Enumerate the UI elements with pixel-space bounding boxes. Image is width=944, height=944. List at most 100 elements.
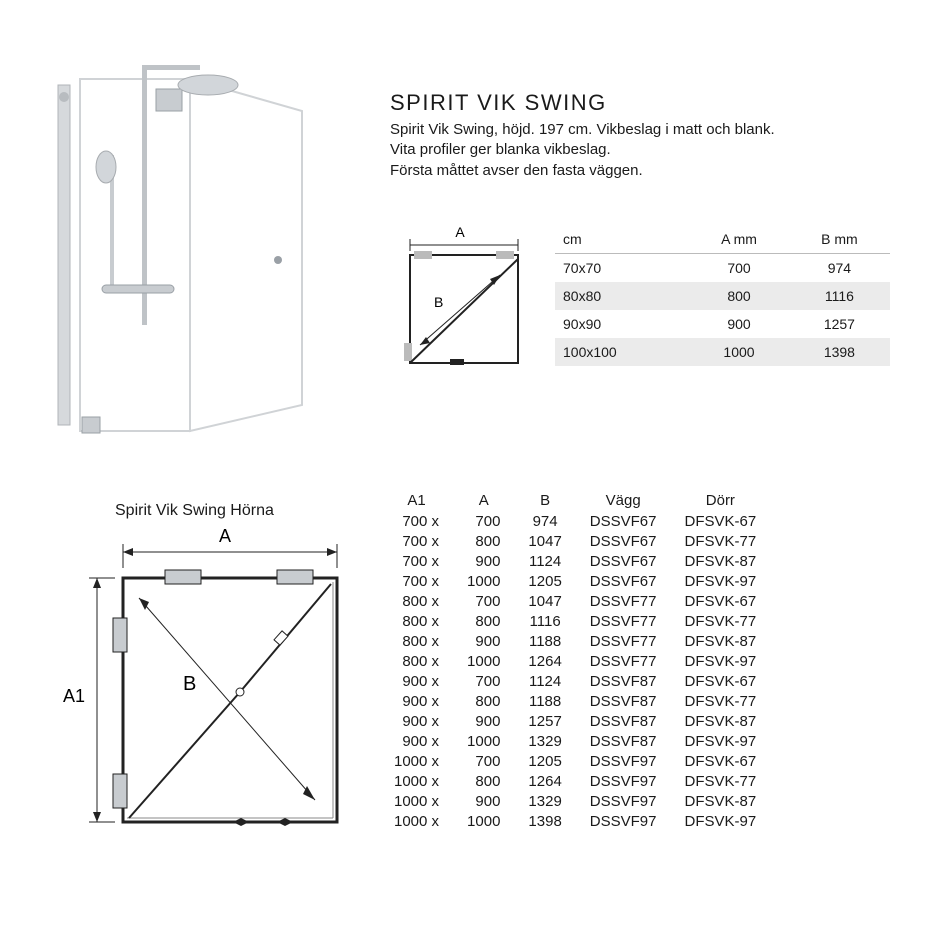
cell-a: 700 (453, 591, 514, 611)
cell-dorr: DFSVK-77 (671, 611, 771, 631)
table-row: 800 x9001188DSSVF77DFSVK-87 (380, 631, 770, 651)
cell-a: 800 (453, 531, 514, 551)
diagram-top-view-small: A B (390, 225, 530, 375)
product-description: Spirit Vik Swing, höjd. 197 cm. Vikbesla… (390, 120, 775, 181)
cell-dorr: DFSVK-97 (671, 571, 771, 591)
cell-dorr: DFSVK-67 (671, 751, 771, 771)
cell-vagg: DSSVF77 (576, 651, 671, 671)
cell-dorr: DFSVK-67 (671, 511, 771, 531)
cell-a: 800 (453, 611, 514, 631)
cell-a: 900 (453, 791, 514, 811)
cell-a1: 1000 x (380, 811, 453, 831)
dimensions-table-large: A1 A B Vägg Dörr 700 x700974DSSVF67DFSVK… (380, 490, 770, 831)
cell-dorr: DFSVK-77 (671, 691, 771, 711)
cell-b: 974 (789, 254, 890, 283)
cell-dorr: DFSVK-87 (671, 791, 771, 811)
col-a: A (453, 490, 514, 511)
table-row: 700 x10001205DSSVF67DFSVK-97 (380, 571, 770, 591)
cell-a1: 900 x (380, 671, 453, 691)
small-table-body: 70x7070097480x80800111690x909001257100x1… (555, 254, 890, 367)
cell-a1: 700 x (380, 531, 453, 551)
desc-line: Första måttet avser den fasta väggen. (390, 161, 775, 181)
cell-a: 1000 (453, 651, 514, 671)
cell-dorr: DFSVK-87 (671, 631, 771, 651)
cell-vagg: DSSVF87 (576, 711, 671, 731)
cell-a: 700 (453, 671, 514, 691)
cell-vagg: DSSVF97 (576, 771, 671, 791)
table-row: 1000 x10001398DSSVF97DFSVK-97 (380, 811, 770, 831)
cell-b: 1124 (514, 551, 575, 571)
cell-a: 800 (453, 691, 514, 711)
cell-a: 1000 (453, 571, 514, 591)
cell-vagg: DSSVF87 (576, 731, 671, 751)
table-row: 900 x7001124DSSVF87DFSVK-67 (380, 671, 770, 691)
cell-b: 1264 (514, 651, 575, 671)
cell-b: 1188 (514, 691, 575, 711)
cell-b: 1398 (789, 338, 890, 366)
cell-vagg: DSSVF87 (576, 671, 671, 691)
cell-vagg: DSSVF97 (576, 811, 671, 831)
table-row: 800 x7001047DSSVF77DFSVK-67 (380, 591, 770, 611)
cell-a: 700 (689, 254, 789, 283)
desc-line: Vita profiler ger blanka vikbeslag. (390, 140, 775, 160)
cell-a: 1000 (689, 338, 789, 366)
cell-b: 1329 (514, 791, 575, 811)
table-row: 900 x8001188DSSVF87DFSVK-77 (380, 691, 770, 711)
cell-vagg: DSSVF67 (576, 551, 671, 571)
cell-a1: 700 x (380, 511, 453, 531)
cell-dorr: DFSVK-67 (671, 591, 771, 611)
cell-a: 1000 (453, 811, 514, 831)
cell-a1: 700 x (380, 551, 453, 571)
cell-a: 700 (453, 511, 514, 531)
desc-line: Spirit Vik Swing, höjd. 197 cm. Vikbesla… (390, 120, 775, 140)
table-row: 800 x10001264DSSVF77DFSVK-97 (380, 651, 770, 671)
cell-cm: 100x100 (555, 338, 689, 366)
cell-b: 1188 (514, 631, 575, 651)
diagram-label-a1: A1 (63, 686, 85, 706)
cell-b: 1124 (514, 671, 575, 691)
cell-vagg: DSSVF67 (576, 511, 671, 531)
cell-b: 1257 (514, 711, 575, 731)
cell-vagg: DSSVF67 (576, 531, 671, 551)
cell-a1: 800 x (380, 651, 453, 671)
cell-dorr: DFSVK-97 (671, 731, 771, 751)
cell-dorr: DFSVK-97 (671, 651, 771, 671)
cell-vagg: DSSVF97 (576, 791, 671, 811)
big-table-body: 700 x700974DSSVF67DFSVK-67700 x8001047DS… (380, 511, 770, 831)
table-row: 900 x9001257DSSVF87DFSVK-87 (380, 711, 770, 731)
cell-a: 1000 (453, 731, 514, 751)
table-row: 1000 x8001264DSSVF97DFSVK-77 (380, 771, 770, 791)
table-row: 900 x10001329DSSVF87DFSVK-97 (380, 731, 770, 751)
diagram-top-view-large: A A1 B (45, 522, 355, 842)
cell-a: 800 (453, 771, 514, 791)
cell-b: 1398 (514, 811, 575, 831)
cell-a: 900 (453, 631, 514, 651)
cell-a1: 900 x (380, 691, 453, 711)
cell-b: 1047 (514, 531, 575, 551)
cell-a1: 1000 x (380, 771, 453, 791)
cell-a1: 800 x (380, 611, 453, 631)
cell-vagg: DSSVF77 (576, 591, 671, 611)
table-row: 800 x8001116DSSVF77DFSVK-77 (380, 611, 770, 631)
cell-a: 800 (689, 282, 789, 310)
table-row: 700 x700974DSSVF67DFSVK-67 (380, 511, 770, 531)
cell-b: 1205 (514, 571, 575, 591)
cell-vagg: DSSVF77 (576, 631, 671, 651)
table-row: 1000 x7001205DSSVF97DFSVK-67 (380, 751, 770, 771)
col-a: A mm (689, 225, 789, 254)
cell-cm: 70x70 (555, 254, 689, 283)
cell-a1: 800 x (380, 591, 453, 611)
col-a1: A1 (380, 490, 453, 511)
cell-dorr: DFSVK-87 (671, 711, 771, 731)
col-b: B mm (789, 225, 890, 254)
diagram-caption: Spirit Vik Swing Hörna (115, 502, 274, 520)
col-b: B (514, 490, 575, 511)
cell-dorr: DFSVK-87 (671, 551, 771, 571)
cell-a1: 900 x (380, 731, 453, 751)
col-vagg: Vägg (576, 490, 671, 511)
cell-a1: 700 x (380, 571, 453, 591)
cell-b: 1205 (514, 751, 575, 771)
dimensions-table-small: cm A mm B mm 70x7070097480x80800111690x9… (555, 225, 890, 366)
cell-vagg: DSSVF87 (576, 691, 671, 711)
product-title: SPIRIT VIK SWING (390, 90, 607, 116)
